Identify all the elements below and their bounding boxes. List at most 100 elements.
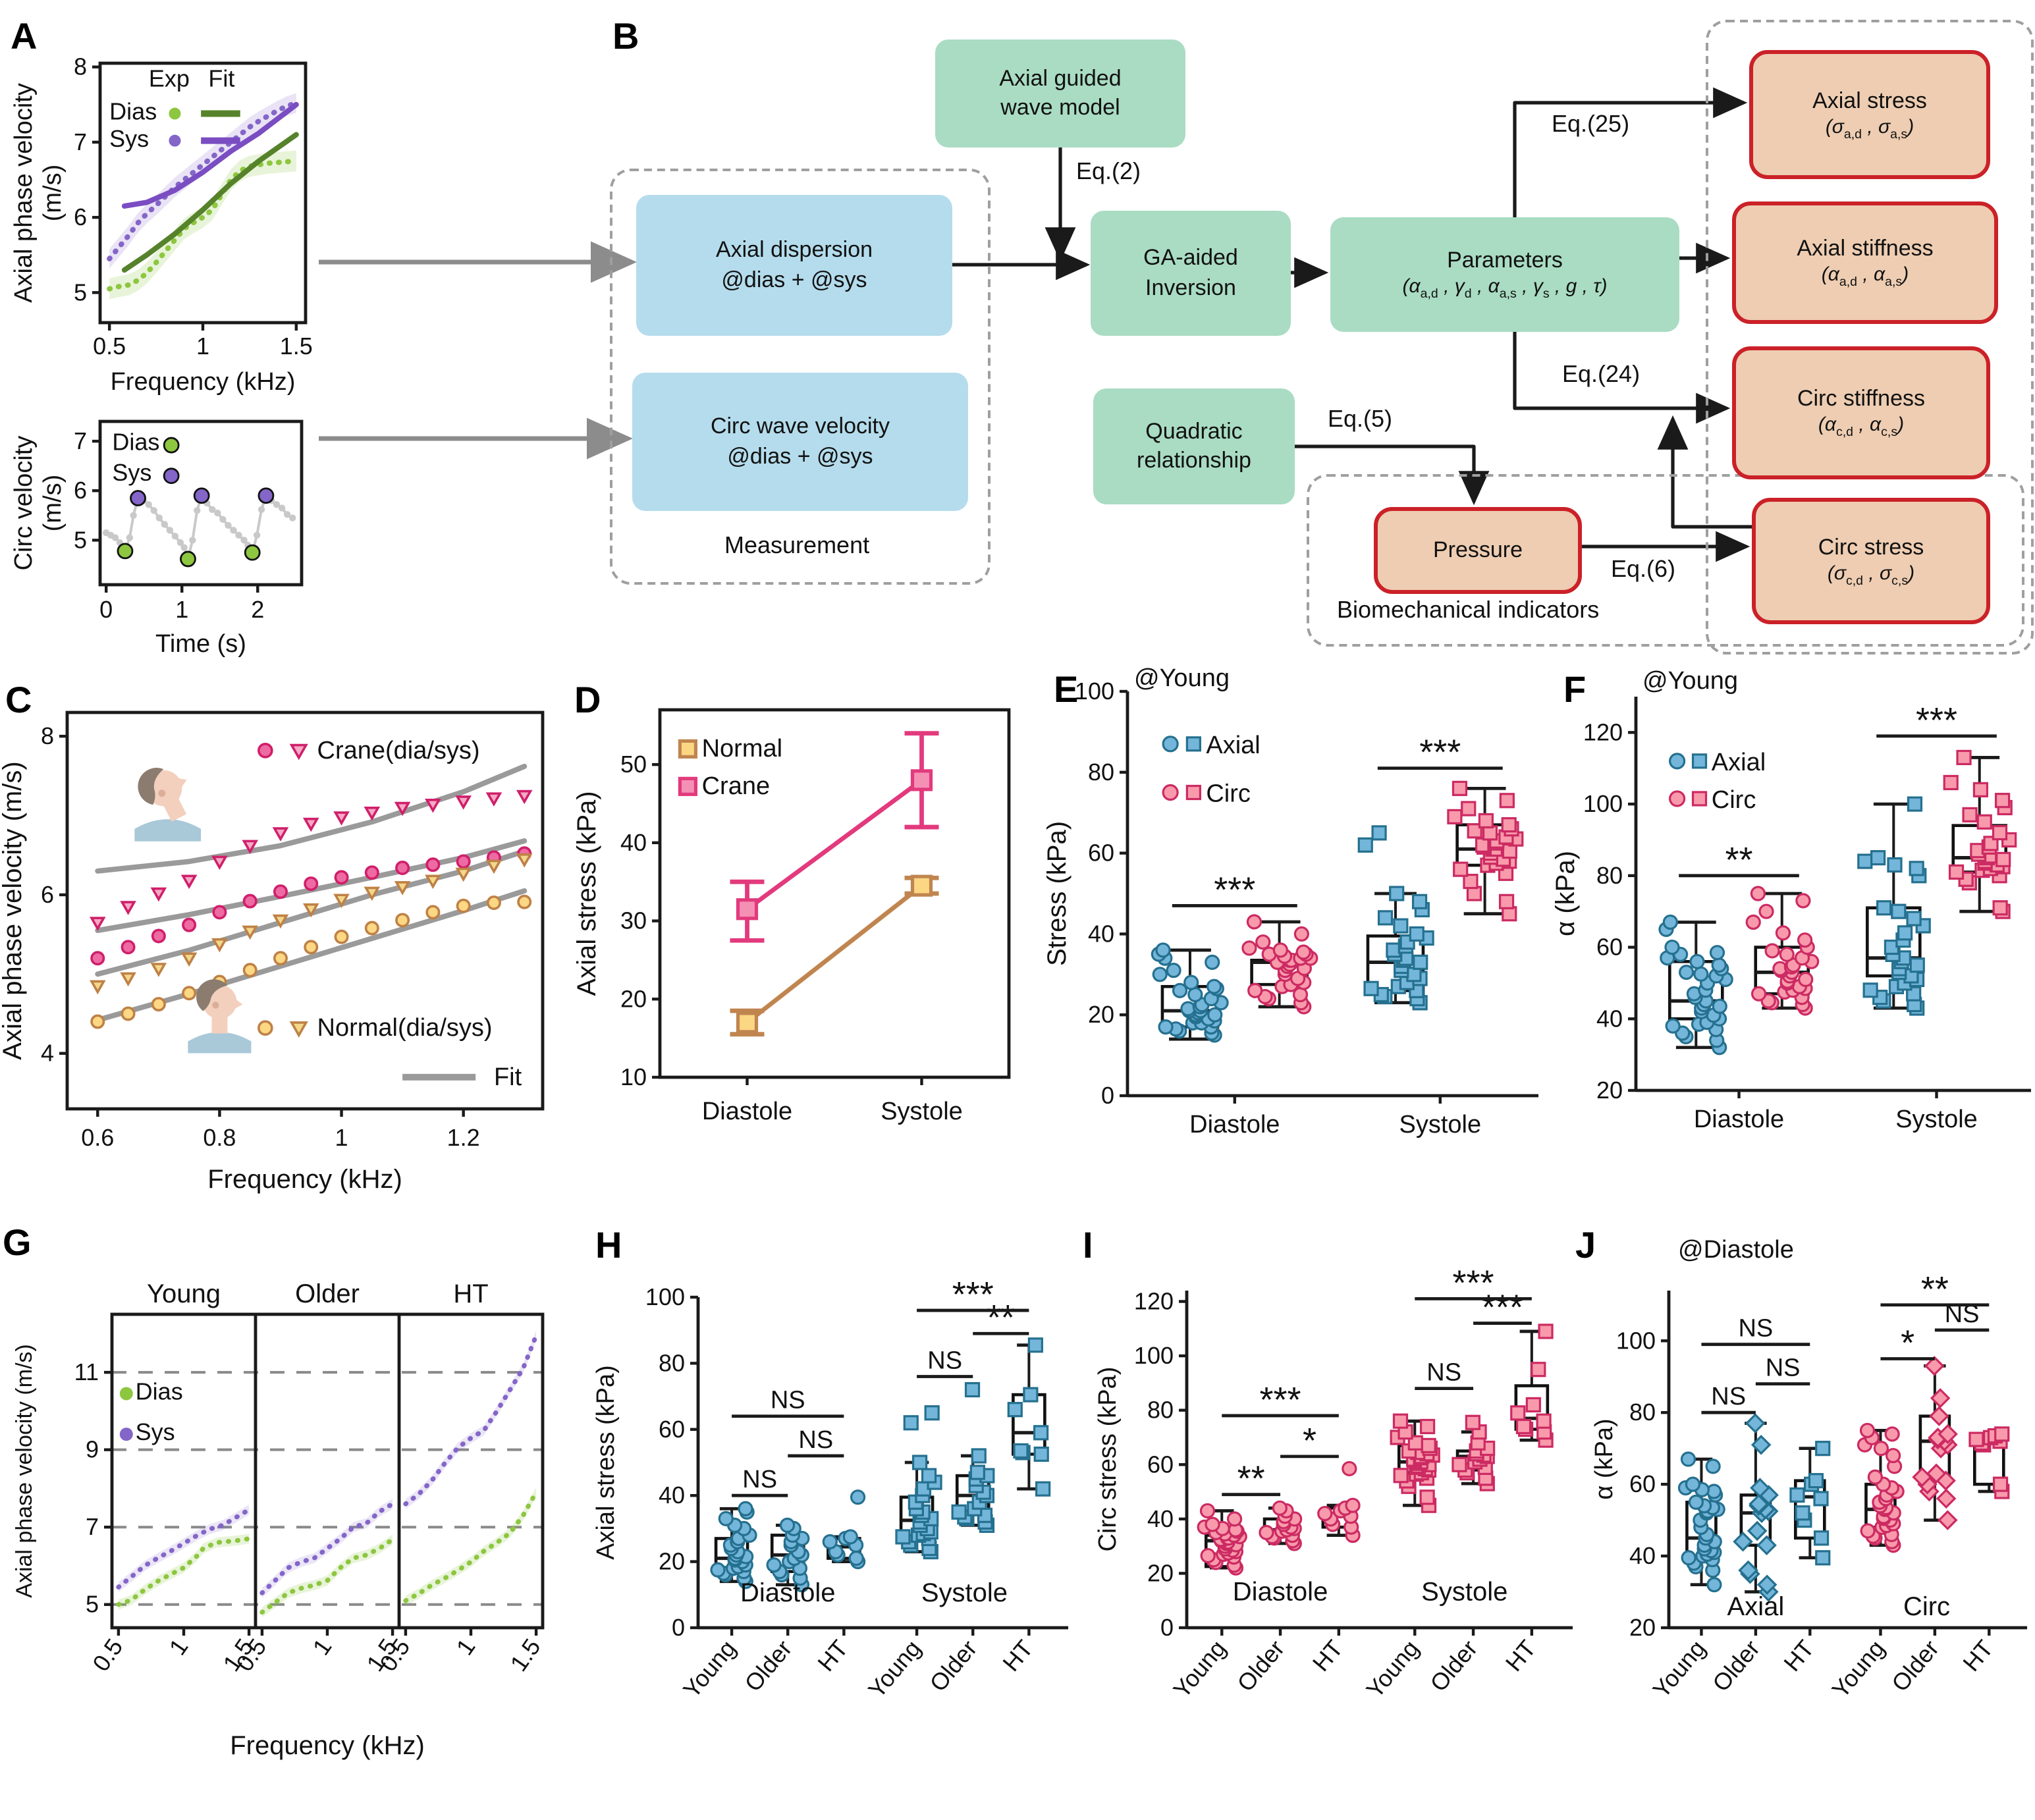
sig-NS: NS (1701, 1383, 1756, 1414)
svg-text:0.6: 0.6 (81, 1124, 114, 1151)
svg-text:30: 30 (620, 907, 647, 934)
svg-text:*: * (1303, 1421, 1316, 1460)
legend: Dias Sys (112, 429, 180, 486)
node-axial-stress: Axial stress (σa,d , σa,s) (1749, 50, 1990, 179)
legend: Normal Crane (678, 735, 782, 800)
svg-text:Systole: Systole (881, 1098, 963, 1125)
label-biomechanical: Biomechanical indicators (1337, 597, 1600, 623)
svg-text:@Diastole: @Diastole (1678, 1236, 1794, 1264)
series: Diastole Systole (702, 731, 963, 1125)
svg-text:0: 0 (99, 596, 113, 623)
panel-j-label: J (1575, 1225, 1596, 1266)
series (89, 763, 533, 1029)
svg-text:1.2: 1.2 (447, 1124, 480, 1151)
svg-text:Diastole: Diastole (1694, 1106, 1784, 1133)
svg-text:Older: Older (1424, 1635, 1482, 1697)
eq-6: Eq.(6) (1611, 556, 1676, 582)
sig-NS: NS (732, 1466, 788, 1497)
svg-text:1: 1 (335, 1124, 348, 1151)
svg-text:NS: NS (1738, 1315, 1773, 1343)
panel-c-crane-normal-chart: 4 6 8 0.6 0.8 1 1.2 Frequency (kHz) Axial phase … (0, 710, 545, 1194)
svg-text:NS: NS (771, 1387, 805, 1414)
sig-***: *** (1415, 1263, 1532, 1302)
svg-text:Axial: Axial (1712, 749, 1766, 776)
svg-text:8: 8 (74, 53, 87, 80)
svg-text:5: 5 (74, 279, 87, 306)
node-axial-stiffness: Axial stiffness (αa,d , αa,s) (1732, 201, 1998, 324)
box-systole-circ (1447, 780, 1524, 922)
svg-text:Crane(dia/sys): Crane(dia/sys) (317, 737, 480, 764)
svg-text:***: *** (1260, 1380, 1301, 1420)
eq-25: Eq.(25) (1552, 111, 1630, 137)
svg-text:Exp: Exp (149, 65, 190, 92)
svg-text:Diastole: Diastole (1233, 1578, 1328, 1607)
svg-text:HT: HT (453, 1279, 488, 1308)
svg-text:100: 100 (1134, 1342, 1174, 1369)
panel-b-flowchart: Measurement Biomechanical indicators Eq.(2… (316, 0, 2035, 665)
svg-text:80: 80 (1147, 1397, 1174, 1424)
svg-text:Frequency (kHz): Frequency (kHz) (111, 368, 296, 396)
svg-text:NS: NS (742, 1466, 777, 1493)
svg-text:Axial phase velocity (m/s): Axial phase velocity (m/s) (12, 1344, 37, 1597)
svg-text:20: 20 (1147, 1559, 1174, 1586)
svg-text:60: 60 (1629, 1470, 1656, 1497)
svg-text:6: 6 (74, 477, 87, 504)
svg-text:Axial stress (kPa): Axial stress (kPa) (592, 1365, 620, 1560)
legend: Dias Sys (119, 1378, 183, 1445)
svg-text:40: 40 (659, 1482, 685, 1509)
axes: 10 20 30 40 50 Axial stress (kPa) (572, 708, 1011, 1090)
node-ga-aided-inversion: GA-aided Inversion (1091, 211, 1291, 336)
svg-text:60: 60 (1088, 840, 1114, 867)
sig-***: *** (1377, 733, 1503, 772)
box-systole-circ (1943, 749, 2017, 919)
svg-text:Diastole: Diastole (702, 1098, 792, 1125)
svg-text:Diastole: Diastole (1189, 1111, 1280, 1138)
node-circ-stress: Circ stress (σc,d , σc,s) (1752, 498, 1990, 624)
panel-d-axial-stress-chart: 10 20 30 40 50 Axial stress (kPa) Diastole Syst… (572, 708, 1011, 1125)
svg-text:40: 40 (1147, 1505, 1174, 1532)
panel-b-label: B (612, 16, 639, 57)
box-diastole-young (1197, 1503, 1247, 1576)
normal-head-icon (188, 979, 252, 1054)
box-systole-axial (1857, 796, 1931, 1016)
svg-text:***: *** (952, 1275, 994, 1314)
series-crane (730, 731, 939, 943)
svg-text:1.5: 1.5 (504, 1634, 545, 1676)
svg-text:***: *** (1214, 870, 1255, 909)
box-systole-axial (1357, 825, 1434, 1011)
svg-text:Circ: Circ (1206, 780, 1251, 808)
sig-***: *** (1876, 701, 1997, 740)
svg-text:Sys: Sys (109, 125, 149, 152)
svg-text:Young: Young (147, 1279, 221, 1308)
svg-text:**: ** (1921, 1270, 1949, 1309)
axes: 0 20 40 60 80 100 Stress (kPa) (1043, 678, 1538, 1109)
boxes (1197, 1324, 1554, 1576)
svg-text:Axial: Axial (1206, 732, 1260, 759)
svg-text:7: 7 (74, 128, 87, 155)
series-young (116, 1505, 252, 1610)
node-parameters: Parameters (αa,d , γd , αa,s , γs , g , τ… (1330, 217, 1679, 332)
svg-text:Young: Young (1361, 1635, 1424, 1703)
box-circ-ht (1968, 1426, 2010, 1499)
sig-**: ** (1222, 1459, 1281, 1499)
svg-text:Older: Older (924, 1635, 982, 1697)
svg-text:NS: NS (1426, 1359, 1461, 1387)
svg-text:80: 80 (659, 1349, 685, 1376)
box-diastole-young (710, 1501, 757, 1590)
svg-text:Frequency (kHz): Frequency (kHz) (230, 1731, 425, 1760)
sig-NS: NS (917, 1347, 973, 1378)
svg-text:2: 2 (251, 596, 264, 623)
svg-text:α (kPa): α (kPa) (1551, 851, 1580, 936)
box-systole-young (1390, 1413, 1440, 1513)
axes: 20 40 60 80 100 120 α (kPa) (1551, 697, 2031, 1104)
svg-text:Young: Young (1647, 1635, 1710, 1703)
svg-text:5: 5 (74, 526, 87, 553)
svg-text:7: 7 (86, 1513, 99, 1540)
svg-text:120: 120 (1583, 718, 1623, 745)
sig-**: ** (1880, 1270, 1990, 1309)
svg-text:80: 80 (1088, 759, 1114, 786)
box-circ-young (1857, 1422, 1905, 1553)
